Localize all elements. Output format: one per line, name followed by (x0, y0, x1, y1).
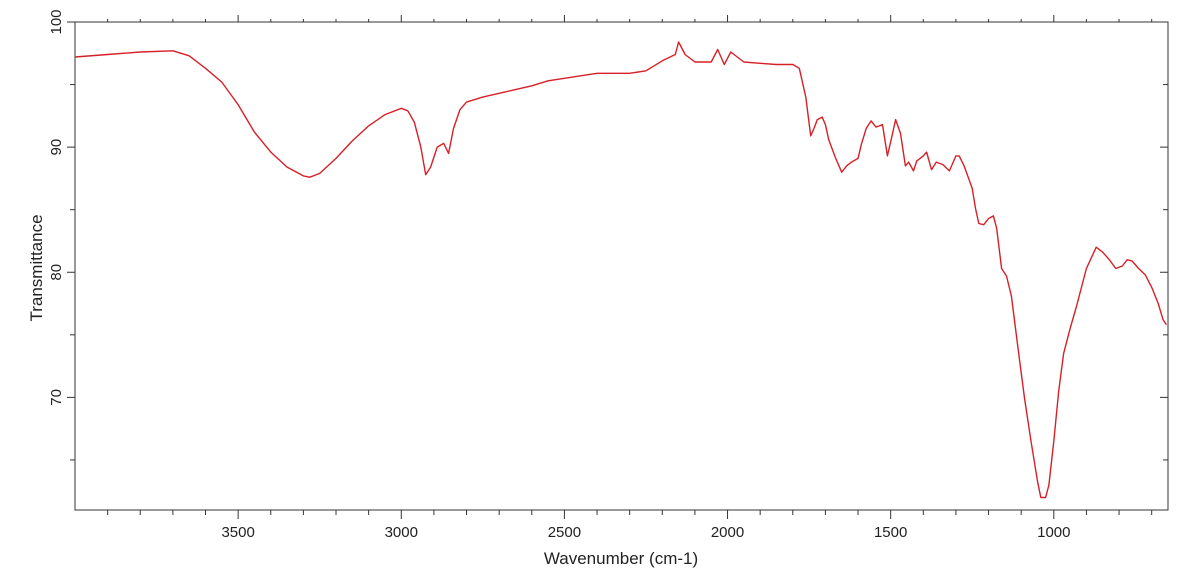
x-tick-label: 2000 (711, 524, 744, 541)
ticks-layer: 3500 3000 2500 2000 1500 1000 100 90 80 70 (48, 9, 1168, 541)
plot-frame (74, 21, 1169, 511)
series-layer (74, 41, 1167, 499)
y-tick-label: 80 (48, 264, 65, 281)
y-tick-label: 90 (48, 139, 65, 156)
x-tick-label: 1500 (874, 524, 907, 541)
series-line-1 (74, 41, 1167, 499)
x-tick-label: 2500 (548, 524, 581, 541)
x-axis-title: Wavenumber (cm-1) (544, 549, 698, 568)
y-tick-label: 70 (48, 389, 65, 406)
y-tick-label: 100 (48, 9, 65, 34)
y-axis-title: Transmittance (27, 214, 46, 321)
x-tick-label: 3000 (385, 524, 418, 541)
x-tick-label: 3500 (221, 524, 254, 541)
x-tick-label: 1000 (1037, 524, 1070, 541)
